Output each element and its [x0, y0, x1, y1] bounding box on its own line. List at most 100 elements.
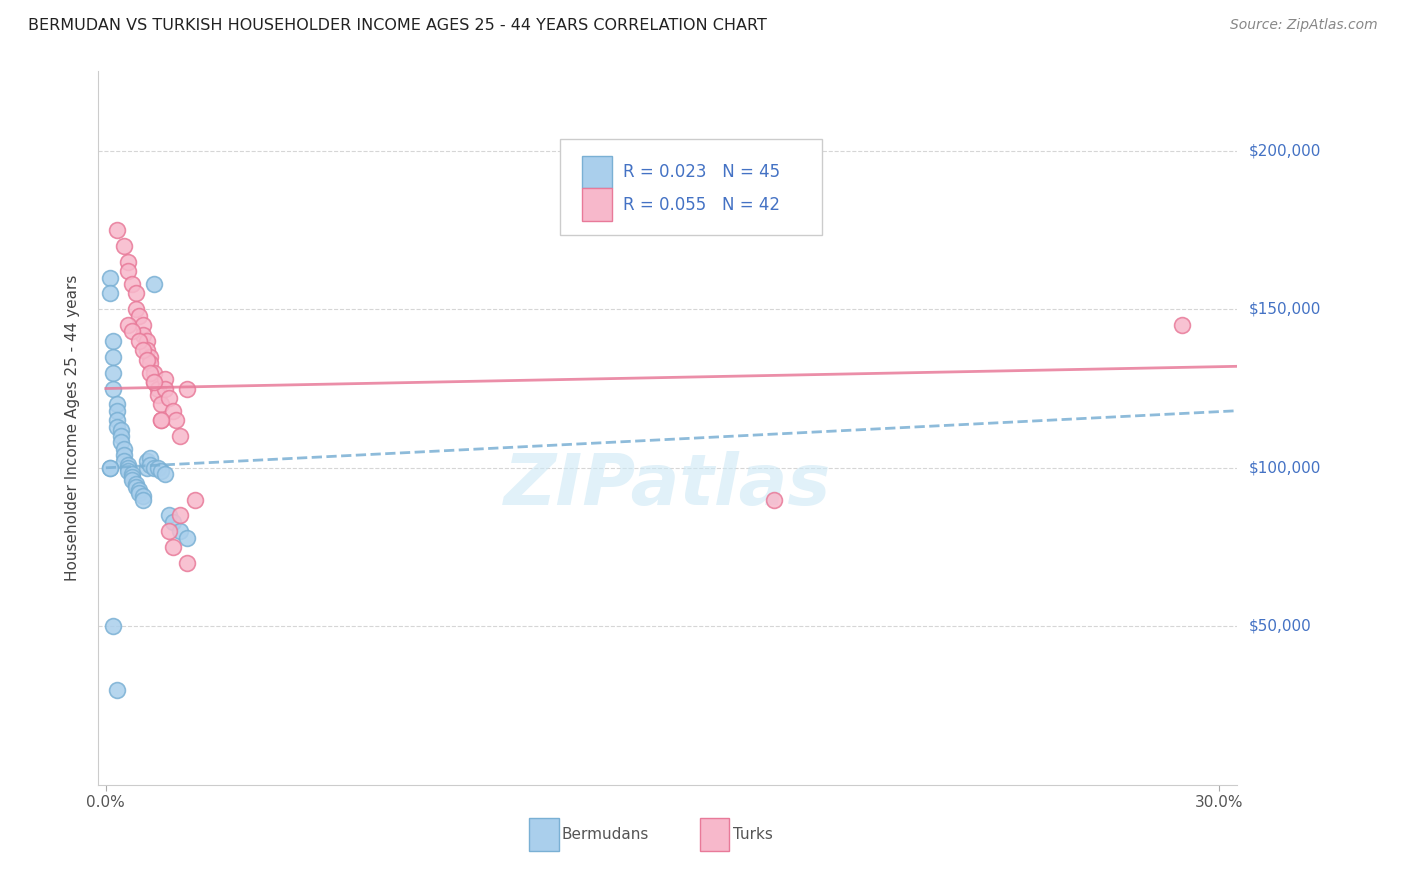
- Point: [184, 492, 207, 507]
- Point: [110, 423, 132, 437]
- Point: [143, 277, 166, 291]
- Point: [1170, 318, 1192, 332]
- Point: [146, 388, 169, 402]
- Point: [169, 508, 191, 523]
- Point: [139, 356, 162, 370]
- Point: [143, 375, 166, 389]
- Point: [146, 460, 169, 475]
- Point: [153, 372, 176, 386]
- Point: [150, 397, 173, 411]
- Point: [105, 223, 128, 237]
- Point: [117, 460, 139, 475]
- FancyBboxPatch shape: [582, 155, 612, 188]
- Point: [112, 454, 135, 468]
- Point: [112, 442, 135, 456]
- Point: [150, 413, 173, 427]
- Point: [153, 467, 176, 482]
- Point: [103, 619, 125, 633]
- Point: [176, 556, 198, 570]
- Point: [132, 343, 155, 358]
- Point: [132, 327, 155, 342]
- Point: [105, 419, 128, 434]
- Point: [139, 451, 162, 466]
- Point: [143, 375, 166, 389]
- Point: [105, 413, 128, 427]
- Point: [176, 382, 198, 396]
- Point: [117, 254, 139, 268]
- Point: [162, 540, 184, 554]
- Point: [162, 403, 184, 417]
- Point: [105, 403, 128, 417]
- Point: [132, 489, 155, 503]
- Point: [128, 486, 150, 500]
- Point: [762, 492, 785, 507]
- Point: [143, 366, 166, 380]
- Point: [124, 476, 146, 491]
- Text: Source: ZipAtlas.com: Source: ZipAtlas.com: [1230, 18, 1378, 32]
- Point: [146, 382, 169, 396]
- Point: [135, 460, 157, 475]
- Text: $150,000: $150,000: [1249, 301, 1320, 317]
- Point: [98, 460, 121, 475]
- Point: [103, 350, 125, 364]
- Point: [117, 264, 139, 278]
- Point: [124, 480, 146, 494]
- Point: [124, 286, 146, 301]
- Point: [98, 460, 121, 475]
- Point: [121, 325, 143, 339]
- Point: [132, 492, 155, 507]
- Point: [135, 334, 157, 348]
- Text: Turks: Turks: [733, 827, 773, 842]
- FancyBboxPatch shape: [560, 139, 821, 235]
- Text: R = 0.055   N = 42: R = 0.055 N = 42: [623, 196, 780, 214]
- Point: [121, 467, 143, 482]
- Point: [135, 454, 157, 468]
- Point: [150, 413, 173, 427]
- Point: [103, 334, 125, 348]
- FancyBboxPatch shape: [582, 188, 612, 221]
- Point: [153, 382, 176, 396]
- Text: Bermudans: Bermudans: [562, 827, 650, 842]
- Point: [165, 413, 187, 427]
- Point: [105, 682, 128, 697]
- Text: BERMUDAN VS TURKISH HOUSEHOLDER INCOME AGES 25 - 44 YEARS CORRELATION CHART: BERMUDAN VS TURKISH HOUSEHOLDER INCOME A…: [28, 18, 768, 33]
- Point: [132, 318, 155, 332]
- Point: [98, 270, 121, 285]
- Point: [117, 458, 139, 472]
- Point: [169, 524, 191, 539]
- Point: [176, 531, 198, 545]
- Text: R = 0.023   N = 45: R = 0.023 N = 45: [623, 163, 780, 181]
- Point: [128, 309, 150, 323]
- Text: ZIPatlas: ZIPatlas: [505, 450, 831, 520]
- Point: [169, 429, 191, 443]
- Point: [103, 382, 125, 396]
- Point: [139, 458, 162, 472]
- Point: [103, 366, 125, 380]
- Point: [162, 515, 184, 529]
- Point: [128, 334, 150, 348]
- Point: [135, 343, 157, 358]
- Point: [143, 460, 166, 475]
- Text: $100,000: $100,000: [1249, 460, 1320, 475]
- Text: $50,000: $50,000: [1249, 619, 1312, 634]
- Point: [157, 508, 180, 523]
- Text: $200,000: $200,000: [1249, 143, 1320, 158]
- FancyBboxPatch shape: [529, 818, 558, 851]
- Point: [150, 464, 173, 478]
- Point: [157, 524, 180, 539]
- Point: [105, 397, 128, 411]
- Y-axis label: Householder Income Ages 25 - 44 years: Householder Income Ages 25 - 44 years: [65, 275, 80, 582]
- Point: [117, 318, 139, 332]
- FancyBboxPatch shape: [700, 818, 730, 851]
- Point: [98, 286, 121, 301]
- Point: [112, 448, 135, 462]
- Point: [139, 366, 162, 380]
- Point: [121, 470, 143, 484]
- Point: [110, 429, 132, 443]
- Point: [135, 353, 157, 368]
- Point: [124, 302, 146, 317]
- Point: [128, 483, 150, 497]
- Point: [112, 239, 135, 253]
- Point: [139, 350, 162, 364]
- Point: [110, 435, 132, 450]
